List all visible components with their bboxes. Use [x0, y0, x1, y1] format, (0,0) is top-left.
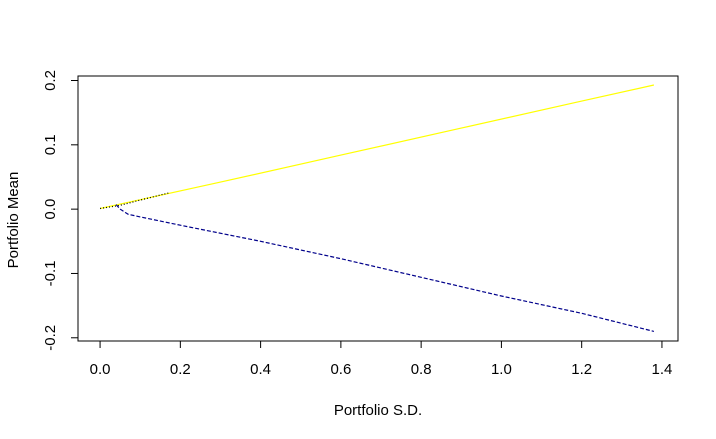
y-axis-ticks: -0.2 -0.1 0.0 0.1 0.2 — [42, 70, 78, 351]
y-tick-label: 0.1 — [42, 134, 59, 155]
series-line-2 — [115, 204, 655, 332]
y-tick-label: 0.0 — [42, 199, 59, 220]
x-tick-label: 1.2 — [571, 361, 592, 378]
series-line-1 — [99, 84, 655, 210]
x-tick-label: 1.0 — [491, 361, 512, 378]
x-tick-label: 0.4 — [250, 361, 271, 378]
y-tick-label: -0.2 — [42, 325, 59, 351]
x-tick-label: 0.8 — [411, 361, 432, 378]
x-axis-ticks: 0.0 0.2 0.4 0.6 0.8 1.0 1.2 1.4 — [90, 341, 673, 378]
x-axis-title: Portfolio S.D. — [334, 402, 422, 419]
x-tick-label: 1.4 — [652, 361, 673, 378]
y-axis-title: Portfolio Mean — [5, 172, 22, 269]
plot-frame — [77, 75, 679, 342]
x-tick-label: 0.0 — [90, 361, 111, 378]
x-tick-label: 0.2 — [170, 361, 191, 378]
series-layer — [99, 84, 655, 332]
y-tick-label: 0.2 — [42, 70, 59, 91]
x-tick-label: 0.6 — [330, 361, 351, 378]
y-tick-label: -0.1 — [42, 261, 59, 287]
